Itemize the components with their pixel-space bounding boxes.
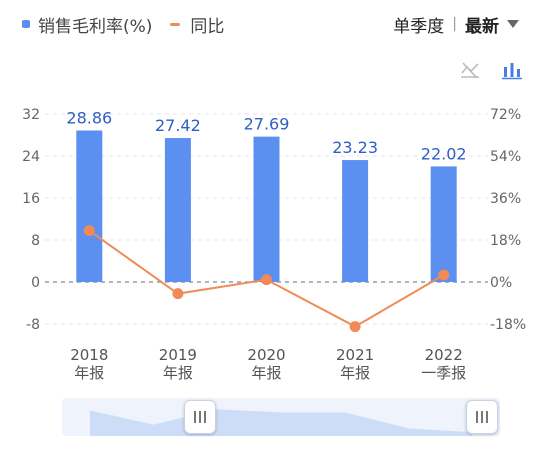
bar-value-label: 28.86 xyxy=(66,108,112,127)
right-tick-label: -18% xyxy=(490,317,526,333)
yoy-line-series xyxy=(83,225,450,333)
range-slider[interactable] xyxy=(62,398,500,436)
bar-value-label: 23.23 xyxy=(332,138,378,157)
bar-value-label: 27.69 xyxy=(244,115,290,134)
x-tick-label: 2018 xyxy=(70,346,108,364)
right-tick-label: 0% xyxy=(490,275,512,291)
legend-line-label: 同比 xyxy=(190,16,225,37)
bar[interactable] xyxy=(430,166,457,282)
bar[interactable] xyxy=(76,130,103,282)
legend-item-line[interactable]: 同比 xyxy=(170,12,224,37)
slider-area xyxy=(90,409,472,436)
yoy-point[interactable] xyxy=(172,288,184,300)
period-separator: | xyxy=(452,16,457,32)
left-tick-label: 16 xyxy=(22,191,40,207)
slider-preview xyxy=(90,409,472,436)
right-axis-ticks: 72% 54% 36% 18% 0% -18% xyxy=(490,107,526,333)
chevron-down-icon[interactable] xyxy=(507,20,519,28)
yoy-point[interactable] xyxy=(438,269,450,281)
left-tick-label: 32 xyxy=(22,107,40,123)
x-tick-label: 年报 xyxy=(74,364,104,382)
bar[interactable] xyxy=(164,138,191,282)
left-tick-label: 8 xyxy=(31,233,40,249)
yoy-point[interactable] xyxy=(349,321,361,333)
right-tick-label: 54% xyxy=(490,149,521,165)
x-tick-label: 2020 xyxy=(247,346,285,364)
x-tick-label: 年报 xyxy=(163,364,193,382)
bar-value-labels: 28.86 27.42 27.69 23.23 22.02 xyxy=(66,108,466,163)
legend-bar-swatch xyxy=(22,20,30,28)
period-selector[interactable]: 单季度 | 最新 xyxy=(393,10,519,38)
x-tick-label: 2022 xyxy=(425,346,463,364)
left-tick-label: -8 xyxy=(26,317,40,333)
x-tick-label: 年报 xyxy=(340,364,370,382)
legend-bar-label: 销售毛利率(%) xyxy=(38,16,153,37)
x-tick-label: 2021 xyxy=(336,346,374,364)
no-line-chart-icon[interactable] xyxy=(459,60,481,80)
x-tick-label: 一季报 xyxy=(421,364,466,382)
bar-series xyxy=(76,130,457,282)
slider-handle-left[interactable] xyxy=(184,400,216,434)
grid-lines xyxy=(45,113,488,325)
bar[interactable] xyxy=(253,136,280,282)
right-tick-label: 72% xyxy=(490,107,521,123)
yoy-point[interactable] xyxy=(83,225,95,237)
legend-line-swatch xyxy=(170,22,181,26)
bar-chart-icon[interactable] xyxy=(501,60,523,80)
x-tick-label: 2019 xyxy=(159,346,197,364)
bar-value-label: 27.42 xyxy=(155,116,201,135)
yoy-point[interactable] xyxy=(261,274,272,286)
bar[interactable] xyxy=(342,160,369,282)
left-tick-label: 24 xyxy=(22,149,40,165)
x-tick-label: 年报 xyxy=(251,364,281,382)
left-tick-label: 0 xyxy=(31,275,40,291)
left-axis-ticks: 32 24 16 8 0 -8 xyxy=(22,107,40,333)
legend-item-bar[interactable]: 销售毛利率(%) xyxy=(22,12,152,37)
slider-handle-right[interactable] xyxy=(466,400,498,434)
right-tick-label: 36% xyxy=(490,191,521,207)
chart-legend: 销售毛利率(%) 同比 xyxy=(22,10,242,38)
chart-toolbar xyxy=(459,60,523,80)
right-tick-label: 18% xyxy=(490,233,521,249)
period-label[interactable]: 单季度 xyxy=(393,16,445,37)
bar-value-label: 22.02 xyxy=(421,144,467,163)
period-mode[interactable]: 最新 xyxy=(465,16,499,37)
